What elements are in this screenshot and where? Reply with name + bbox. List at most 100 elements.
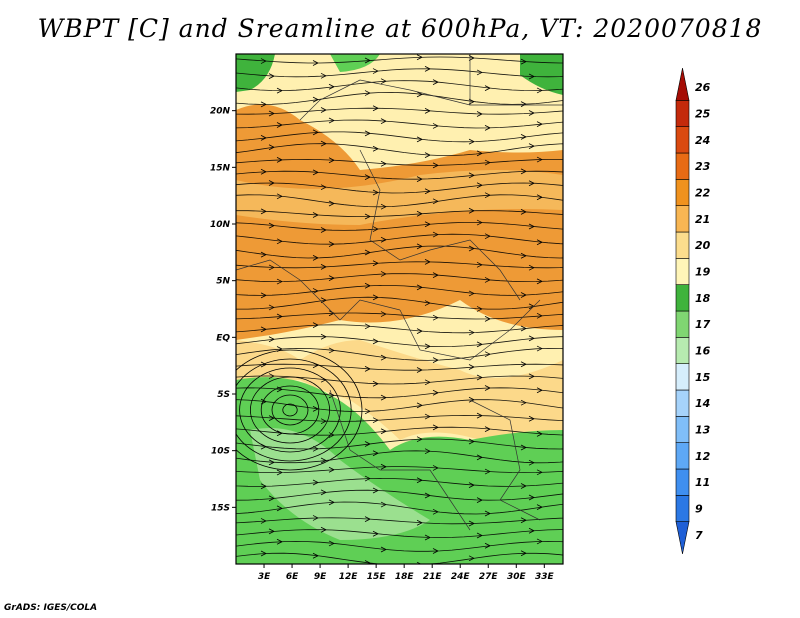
- stream-arrow: [484, 159, 491, 166]
- stream-arrow: [312, 129, 319, 136]
- stream-arrow: [484, 85, 491, 92]
- stream-arrow: [364, 475, 371, 482]
- colorbar-swatch: [675, 442, 690, 470]
- stream-arrow: [416, 136, 423, 143]
- stream-arrow: [364, 323, 371, 330]
- stream-arrow: [528, 415, 535, 422]
- stream-arrow: [528, 494, 535, 501]
- stream-arrow: [476, 150, 483, 157]
- stream-arrow: [536, 469, 543, 476]
- stream-arrow: [424, 413, 431, 420]
- stream-arrow: [380, 78, 387, 85]
- stream-arrow: [372, 260, 379, 267]
- streamline: [236, 489, 563, 501]
- stream-arrow: [312, 479, 319, 486]
- stream-arrow: [372, 380, 379, 387]
- stream-arrow: [260, 361, 267, 368]
- stream-arrow: [520, 483, 527, 489]
- stream-arrow: [320, 227, 327, 233]
- vortex-streamline: [271, 394, 309, 426]
- stream-arrow: [268, 336, 275, 343]
- colorbar-swatch: [675, 258, 690, 285]
- stream-arrow: [476, 306, 483, 312]
- streamline: [236, 529, 563, 539]
- stream-arrow: [432, 272, 439, 278]
- stream-arrow: [268, 144, 275, 151]
- stream-arrow: [476, 454, 483, 461]
- streamline: [236, 438, 563, 450]
- stream-arrow: [380, 463, 387, 470]
- country-borders: [236, 54, 563, 531]
- stream-arrow: [476, 341, 483, 348]
- stream-arrow: [312, 406, 319, 412]
- stream-arrow: [380, 271, 387, 277]
- stream-arrow: [520, 361, 527, 368]
- stream-arrow: [520, 252, 527, 259]
- stream-arrow: [276, 193, 283, 200]
- colorbar-swatch: [675, 231, 690, 259]
- field-patch-nw-green: [236, 54, 275, 92]
- stream-arrow: [432, 508, 439, 515]
- stream-arrow: [424, 107, 431, 114]
- stream-arrow: [528, 180, 535, 187]
- x-tick-label: 24E: [451, 572, 471, 582]
- stream-arrow: [268, 73, 275, 80]
- stream-arrow: [364, 516, 371, 523]
- colorbar-swatch: [675, 126, 690, 154]
- vortex-streamline: [236, 349, 363, 471]
- stream-arrow: [260, 326, 267, 333]
- stream-arrow: [364, 213, 371, 220]
- streamlines: [236, 54, 563, 564]
- stream-arrow: [276, 238, 283, 245]
- stream-arrow: [268, 459, 275, 466]
- stream-arrow: [276, 313, 283, 320]
- colorbar-label: 16: [695, 345, 711, 358]
- colorbar-swatch: [675, 416, 690, 443]
- stream-arrow: [276, 505, 283, 512]
- y-tick-label: 5S: [217, 390, 230, 400]
- streamline: [236, 56, 563, 64]
- stream-arrow: [320, 418, 327, 425]
- stream-arrow: [536, 278, 543, 285]
- stream-arrow: [328, 275, 335, 281]
- stream-arrow: [416, 402, 423, 409]
- stream-arrow: [364, 90, 371, 96]
- stream-arrow: [268, 304, 275, 311]
- colorbar-swatch: [675, 205, 690, 233]
- colorbar-label: 23: [695, 160, 711, 173]
- stream-arrow: [536, 504, 543, 510]
- stream-arrow: [372, 226, 379, 232]
- stream-arrow: [276, 156, 283, 163]
- stream-arrow: [276, 386, 283, 393]
- stream-arrow: [380, 203, 387, 210]
- vortex-streamline: [249, 376, 330, 444]
- stream-arrow: [276, 538, 283, 545]
- stream-arrow: [520, 101, 527, 108]
- stream-arrow: [520, 399, 527, 406]
- stream-arrow: [468, 245, 475, 252]
- x-tick-label: 33E: [535, 572, 555, 582]
- stream-arrow: [260, 251, 267, 258]
- streamline: [236, 324, 563, 334]
- stream-arrow: [416, 328, 423, 334]
- colorbar-swatch: [675, 389, 690, 417]
- stream-arrow: [328, 241, 335, 247]
- stream-arrow: [276, 278, 283, 285]
- colorbar-label: 9: [695, 502, 703, 515]
- y-tick-label: 10S: [211, 447, 230, 457]
- x-tick-label: 30E: [507, 572, 527, 582]
- stream-arrow: [380, 428, 387, 435]
- stream-arrow: [424, 534, 431, 541]
- vortex-streamline: [282, 403, 298, 417]
- colorbar-label: 11: [695, 476, 710, 489]
- stream-arrow: [536, 312, 543, 319]
- stream-arrow: [380, 236, 387, 243]
- stream-arrow: [260, 550, 267, 557]
- stream-arrow: [372, 145, 379, 152]
- streamline: [236, 517, 563, 525]
- y-tick-label: 15N: [210, 163, 231, 173]
- x-tick-label: 21E: [423, 572, 443, 582]
- streamline: [236, 363, 563, 371]
- grads-credit: GrADS: IGES/COLA: [4, 603, 98, 613]
